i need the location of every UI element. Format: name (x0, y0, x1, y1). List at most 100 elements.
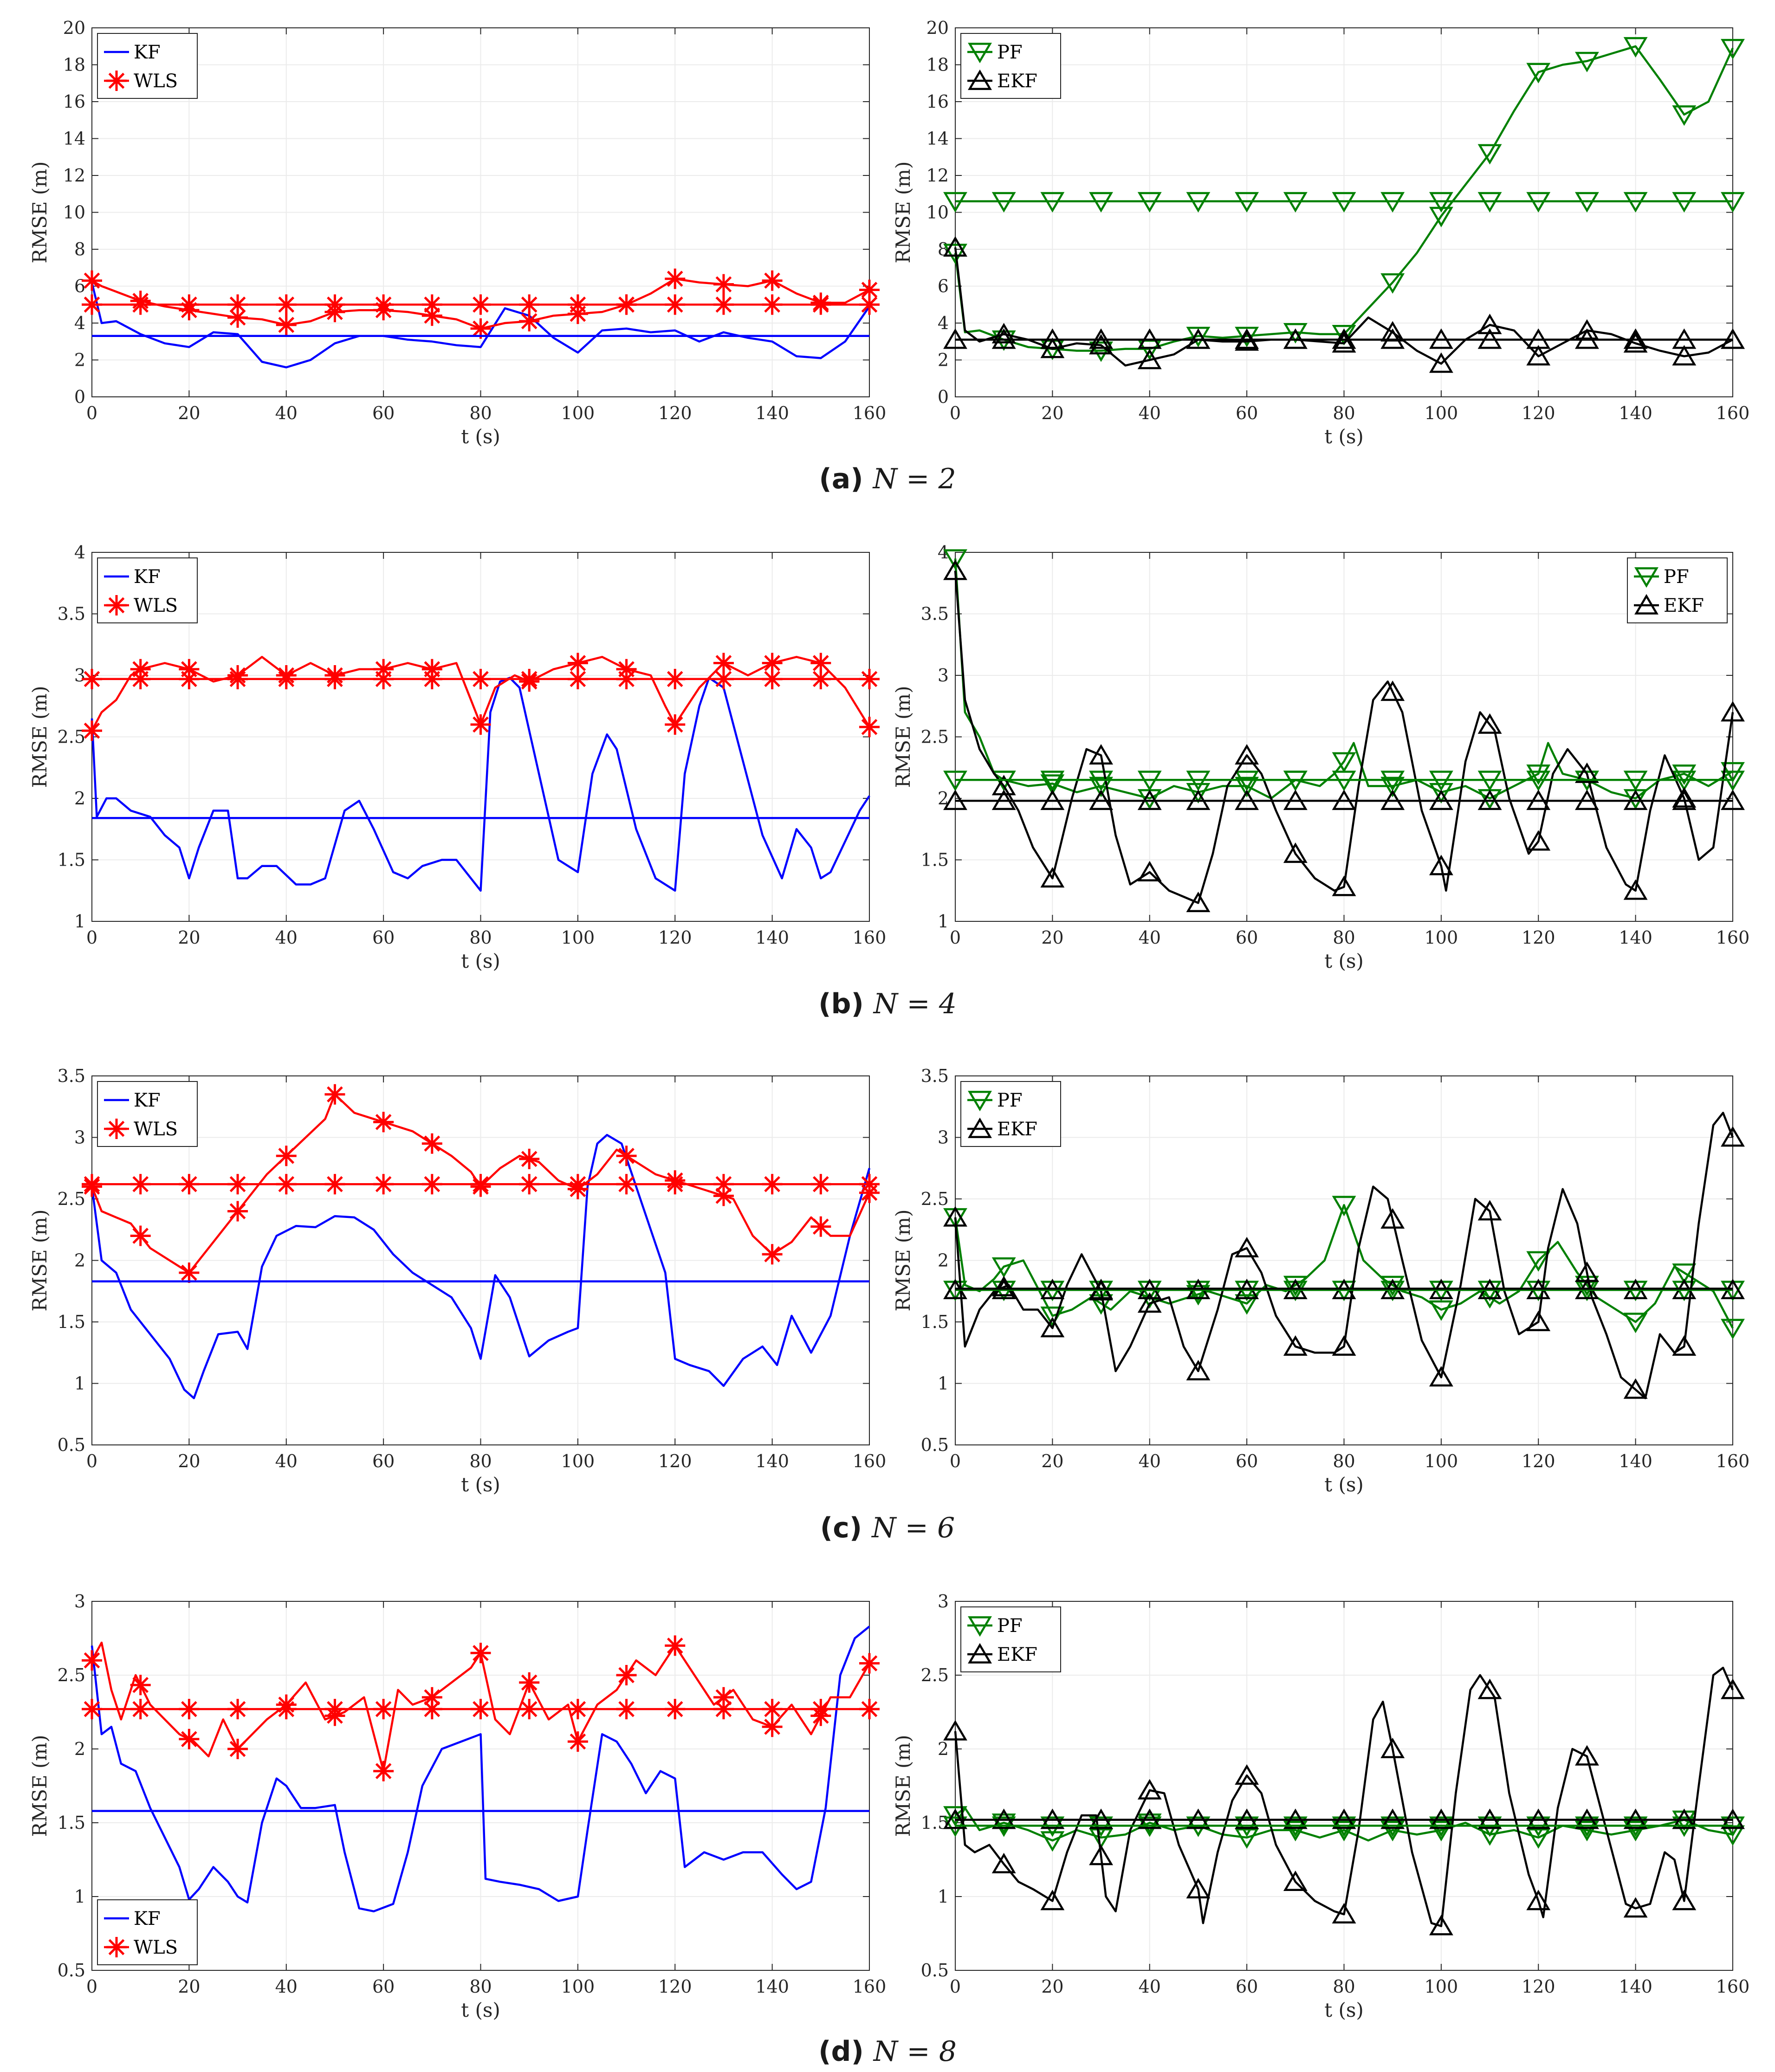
chart-a-left: 0 20 40 60 80 100 120 140 160 0 2 4 6 8 10 12 14 16 18 20 t … (28, 18, 886, 448)
ekf-marker (1186, 1878, 1211, 1898)
caption-label: (a) (819, 463, 873, 495)
x-tick-label: 60 (1236, 927, 1258, 948)
y-tick-label: 3 (938, 665, 949, 686)
x-tick-label: 0 (950, 1976, 961, 1997)
pf-marker (1672, 764, 1697, 785)
legend-box (97, 33, 198, 99)
caption-expression: N = 8 (873, 2035, 957, 2068)
ekf-marker (943, 559, 967, 580)
ekf-marker (1332, 1903, 1356, 1924)
y-tick-label: 1.5 (921, 850, 949, 870)
pf-marker (1526, 63, 1551, 84)
wls-marker (762, 653, 783, 673)
x-tick-label: 120 (1522, 1976, 1555, 1997)
pf-marker (1575, 52, 1599, 72)
legend: PF EKF (1627, 557, 1728, 623)
pf-marker (1623, 37, 1648, 58)
ekf-marker (1477, 1200, 1502, 1221)
legend-marker-pf (1634, 567, 1658, 588)
legend-marker-ekf (968, 69, 992, 90)
ekf-marker (943, 236, 967, 257)
wls-marker (324, 1084, 345, 1105)
y-tick-label: 0 (74, 387, 85, 407)
x-tick-label: 0 (86, 403, 97, 423)
x-tick-label: 40 (275, 403, 298, 423)
wls-marker (567, 1731, 588, 1752)
wls-marker (82, 1650, 102, 1671)
x-tick-label: 20 (178, 927, 200, 948)
y-tick-label: 3.5 (921, 1066, 949, 1086)
pf-marker (1429, 207, 1453, 227)
wls-marker (762, 1716, 783, 1737)
legend-label-pf: PF (997, 42, 1023, 63)
legend-box (97, 1081, 198, 1147)
x-tick-label: 40 (1139, 1451, 1161, 1471)
pf-marker (1429, 783, 1453, 803)
ekf-marker (1575, 1745, 1599, 1766)
pf-marker (1477, 144, 1502, 165)
legend: PF EKF (960, 1081, 1061, 1147)
y-tick-label: 3.5 (58, 604, 85, 624)
x-tick-label: 20 (178, 403, 200, 423)
legend-marker-ekf (1634, 594, 1658, 615)
y-tick-label: 3.5 (58, 1066, 85, 1086)
chart-a-right: 0 20 40 60 80 100 120 140 16002468101214161820t … (892, 18, 1749, 448)
y-tick-label: 2 (74, 1739, 85, 1759)
y-axis-label: RMSE (m) (892, 1209, 914, 1311)
x-tick-label: 80 (469, 1451, 492, 1471)
wls-marker (421, 1687, 442, 1708)
wls-marker (179, 1263, 200, 1283)
pf-marker (1526, 1828, 1551, 1849)
ekf-marker (1721, 1126, 1745, 1147)
ekf-marker (1672, 1890, 1697, 1910)
caption-label: (b) (818, 988, 874, 1020)
x-tick-label: 120 (1522, 403, 1555, 423)
x-tick-label: 0 (950, 927, 961, 948)
ekf-marker (943, 1720, 967, 1741)
ekf-marker (943, 1206, 967, 1227)
x-tick-label: 160 (1716, 927, 1750, 948)
chart-d-right: 0 20 40 60 80 100 120 140 160 0.5 1 1.5 2 2.5 3 t (s) RM… (892, 1591, 1749, 2021)
x-tick-label: 40 (275, 927, 298, 948)
x-tick-label: 160 (853, 403, 887, 423)
y-tick-label: 12 (63, 165, 85, 186)
y-tick-label: 18 (926, 55, 949, 75)
caption-a: (a) N = 2 (819, 463, 956, 495)
y-tick-label: 2 (938, 350, 949, 370)
pf-marker (1283, 1821, 1308, 1842)
ekf-marker (1429, 1915, 1453, 1936)
x-tick-label: 120 (658, 403, 692, 423)
x-tick-label: 100 (561, 403, 595, 423)
pf-marker (1186, 783, 1211, 803)
legend-label-ekf: EKF (1664, 595, 1704, 616)
wls-marker (82, 270, 102, 291)
series-ekf (954, 570, 1734, 904)
legend-marker-ekf (968, 1117, 992, 1138)
wls-marker (762, 270, 783, 291)
series-ekf (954, 1112, 1734, 1399)
x-tick-label: 80 (469, 1976, 492, 1997)
y-axis-label: RMSE (m) (892, 161, 914, 263)
y-tick-label: 1.5 (921, 1813, 949, 1833)
wls-marker (519, 1672, 540, 1693)
y-axis-label: RMSE (m) (28, 1209, 51, 1311)
x-tick-label: 40 (275, 1976, 298, 1997)
wls-marker (762, 1244, 783, 1265)
wls-marker (616, 1146, 637, 1166)
x-tick-label: 120 (1522, 1451, 1555, 1471)
y-axis-label: RMSE (m) (28, 686, 51, 788)
x-tick-label: 100 (1425, 403, 1458, 423)
x-tick-label: 80 (1333, 1451, 1355, 1471)
wls-marker (276, 1146, 297, 1166)
pf-marker (943, 1806, 967, 1827)
legend-marker-pf (968, 1091, 992, 1112)
x-tick-label: 0 (86, 927, 97, 948)
y-tick-label: 20 (63, 18, 85, 38)
ekf-marker (1283, 1870, 1308, 1891)
wls-marker (276, 314, 297, 335)
pf-marker (1332, 752, 1356, 773)
x-tick-label: 40 (1139, 403, 1161, 423)
y-tick-label: 1 (74, 1886, 85, 1907)
x-axis-label: t (s) (461, 1999, 500, 2021)
pf-marker (1380, 777, 1405, 797)
